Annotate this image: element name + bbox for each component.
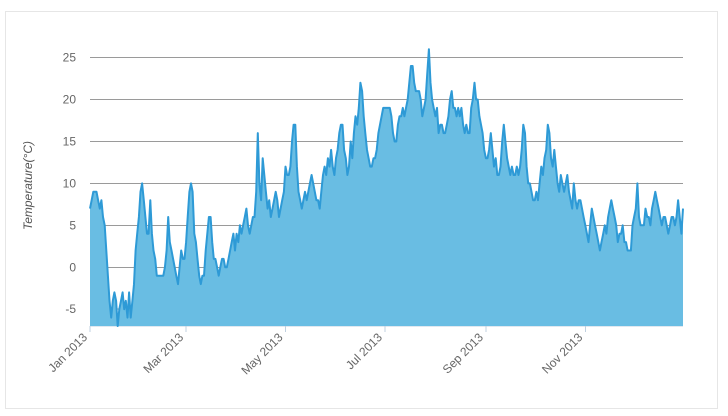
y-tick-label: 20 xyxy=(63,93,77,107)
y-tick-label: 25 xyxy=(63,51,77,65)
temperature-line xyxy=(89,48,684,327)
x-tick-label: Mar 2013 xyxy=(140,330,186,376)
y-tick-label: 10 xyxy=(63,176,77,190)
y-tick-label: 5 xyxy=(69,218,76,232)
x-tick-label: May 2013 xyxy=(238,330,285,377)
x-tick-label: Jul 2013 xyxy=(343,330,385,372)
temperature-area xyxy=(90,49,683,326)
y-axis-title: Temperature(°C) xyxy=(21,141,35,230)
x-axis-ticks: Jan 2013 Mar 2013 May 2013 Jul 2013 Sep 2013… xyxy=(45,326,586,377)
y-tick-label: 0 xyxy=(69,260,76,274)
x-tick-label: Sep 2013 xyxy=(440,330,486,376)
x-tick-label: Jan 2013 xyxy=(45,330,90,375)
y-axis-ticks: -5 0 5 10 15 20 25 xyxy=(63,51,77,317)
y-tick-label: -5 xyxy=(65,302,76,316)
x-tick-label: Nov 2013 xyxy=(539,330,585,376)
y-tick-label: 15 xyxy=(63,134,77,148)
area-layer xyxy=(89,48,684,327)
